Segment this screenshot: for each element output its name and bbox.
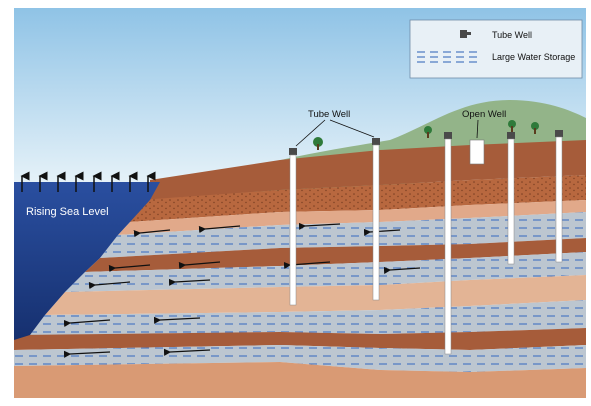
sea: [14, 182, 160, 340]
soil-layer-dark-2: [85, 238, 586, 272]
aquifer-layer-2: [65, 252, 586, 292]
tube-well-legend-icon: [460, 30, 467, 38]
tube-well-4: [507, 132, 515, 265]
tube-well-5: [555, 130, 563, 263]
tube-well-3: [444, 132, 452, 355]
tube-well-pointer-1: [295, 119, 326, 147]
rising-sea-level-label: Rising Sea Level: [26, 206, 109, 218]
tube-well-callout: Tube Well: [308, 109, 350, 120]
tube-well-2: [372, 138, 380, 301]
tube-well-pointer-2: [329, 119, 375, 138]
open-well-pointer: [476, 119, 479, 139]
soil-layer-dotted: [130, 175, 586, 222]
open-well-callout: Open Well: [462, 109, 506, 120]
legend-tube-well-label: Tube Well: [492, 30, 532, 40]
tube-well-1: [289, 148, 297, 306]
soil-layer-dark-3: [14, 328, 586, 350]
legend-water-storage-label: Large Water Storage: [492, 52, 575, 62]
groundwater-flow-arrows: [63, 222, 421, 358]
aquifer-layer-1: [100, 212, 586, 258]
aquifer-layer-4: [14, 345, 586, 372]
legend: Tube Well Large Water Storage: [409, 19, 583, 79]
open-well: [469, 139, 485, 165]
water-storage-legend-icon: [417, 51, 477, 63]
sea-level-arrows: [20, 171, 156, 192]
soil-layer-bottom: [14, 362, 586, 398]
trees: [313, 120, 539, 150]
